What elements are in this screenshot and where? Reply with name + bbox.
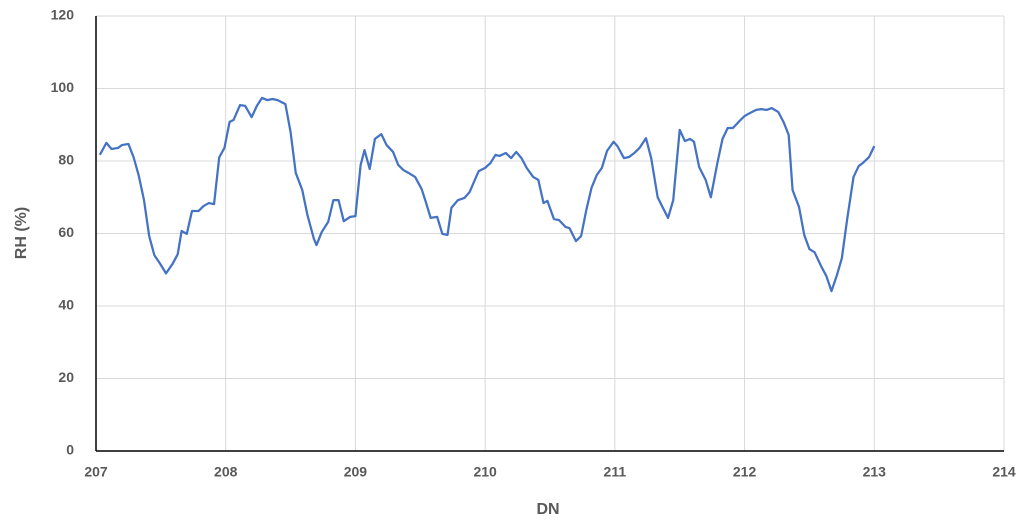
y-tick-label: 60 (58, 224, 74, 240)
y-tick-label: 40 (58, 297, 74, 313)
line (98, 96, 876, 293)
x-tick-label: 213 (863, 464, 887, 480)
x-tick-label: 208 (214, 464, 238, 480)
y-tick-label: 20 (58, 369, 74, 385)
y-tick-label: 120 (51, 7, 75, 23)
x-tick-label: 211 (604, 464, 627, 480)
x-tick-label: 212 (733, 464, 757, 480)
y-tick-label: 80 (58, 152, 74, 168)
x-tick-label: 214 (992, 464, 1016, 480)
x-tick-label: 209 (344, 464, 368, 480)
y-tick-label: 0 (66, 442, 74, 458)
x-tick-label: 210 (473, 464, 497, 480)
y-axis-title: RH (%) (13, 207, 30, 259)
x-tick-label: 207 (84, 464, 108, 480)
x-axis-title: DN (536, 501, 559, 518)
y-tick-label: 100 (51, 79, 75, 95)
